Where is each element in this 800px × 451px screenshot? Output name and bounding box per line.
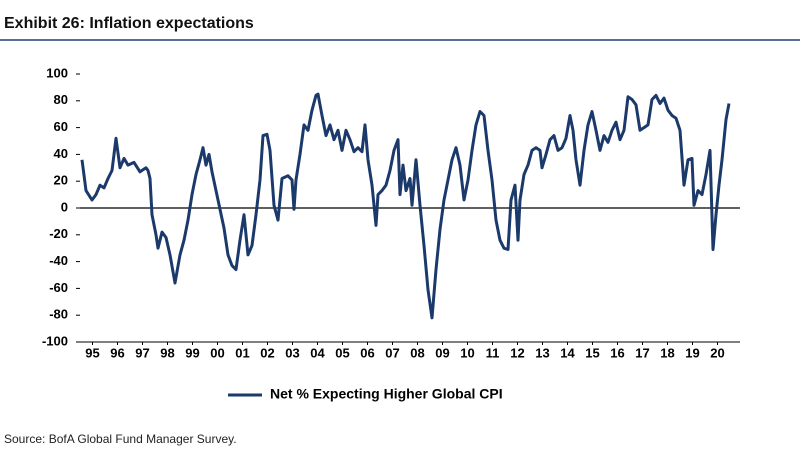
series-line [80,92,731,320]
y-tick-label: 100 [46,65,68,80]
source-note: Source: BofA Global Fund Manager Survey. [4,432,237,446]
x-tick-label: 19 [685,345,699,360]
x-tick-label: 99 [185,345,199,360]
y-tick-label: -20 [49,226,68,241]
x-tick-label: 06 [360,345,374,360]
y-tick-label: -80 [49,307,68,322]
x-tick-label: 01 [235,345,249,360]
x-tick-label: 96 [110,345,124,360]
y-tick-label: 80 [54,92,68,107]
x-tick-label: 98 [160,345,174,360]
x-tick-label: 95 [85,345,99,360]
x-tick-label: 12 [510,345,524,360]
y-tick-label: 20 [54,173,68,188]
y-tick-label: -60 [49,280,68,295]
x-tick-label: 07 [385,345,399,360]
legend-label: Net % Expecting Higher Global CPI [270,386,503,402]
y-tick-label: 0 [61,199,68,214]
x-tick-label: 11 [486,345,500,360]
x-tick-label: 10 [460,345,474,360]
x-tick-label: 03 [285,345,299,360]
x-tick-label: 05 [335,345,349,360]
x-tick-label: 14 [560,345,575,360]
x-tick-label: 15 [585,345,599,360]
y-tick-label: -100 [42,333,68,348]
x-tick-label: 16 [610,345,624,360]
y-tick-label: 40 [54,146,68,161]
chart-title: Exhibit 26: Inflation expectations [4,15,254,32]
y-tick-label: -40 [49,253,68,268]
x-tick-label: 00 [210,345,224,360]
x-tick-label: 18 [660,345,674,360]
x-tick-label: 97 [135,345,149,360]
x-tick-label: 13 [535,345,549,360]
x-tick-label: 02 [260,345,274,360]
x-tick-label: 04 [310,345,325,360]
x-tick-label: 09 [435,345,449,360]
x-tick-label: 17 [635,345,649,360]
y-tick-label: 60 [54,119,68,134]
x-tick-label: 20 [710,345,724,360]
x-tick-label: 08 [410,345,424,360]
